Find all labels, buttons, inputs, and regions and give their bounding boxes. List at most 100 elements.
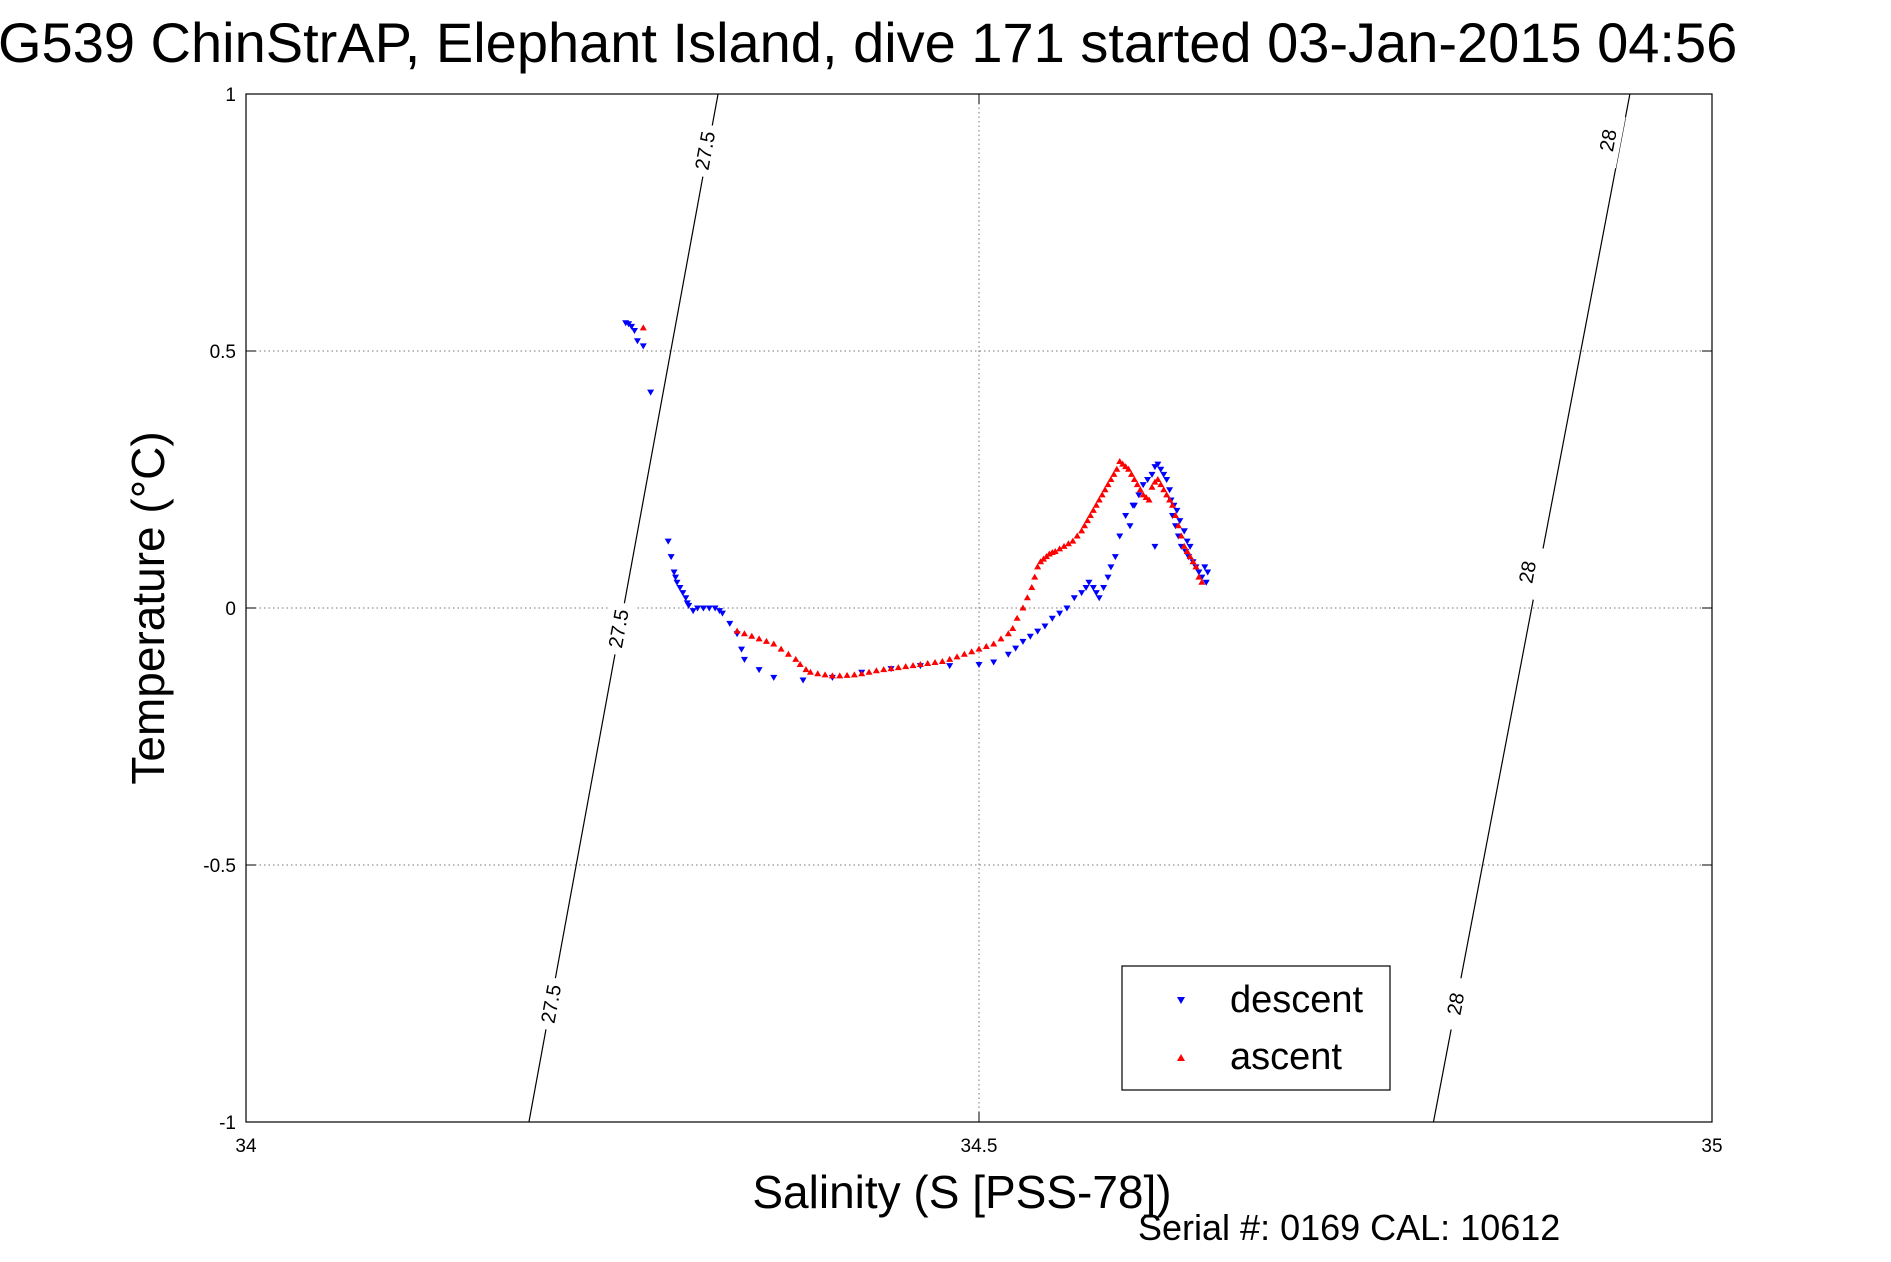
data-point-ascent (1045, 550, 1053, 557)
data-point-ascent (1107, 476, 1115, 482)
data-point-descent (1034, 628, 1042, 635)
data-point-ascent (975, 645, 983, 652)
data-point-ascent (733, 627, 741, 634)
x-tick-label: 34 (235, 1136, 257, 1157)
data-point-descent (1186, 543, 1194, 550)
data-point-descent (1122, 512, 1130, 519)
isopycnal-label-bg (1590, 112, 1626, 169)
data-point-ascent (796, 661, 804, 668)
x-tick-label: 35 (1701, 1136, 1722, 1157)
data-point-descent (1095, 595, 1103, 602)
data-point-ascent (1031, 573, 1039, 580)
data-point-ascent (1060, 542, 1068, 549)
data-point-ascent (887, 665, 895, 672)
data-point-ascent (1142, 493, 1150, 500)
data-point-ascent (880, 666, 888, 673)
data-point-ascent (1078, 527, 1086, 534)
data-point-ascent (1034, 563, 1042, 570)
data-point-descent (628, 323, 636, 330)
data-point-descent (679, 590, 687, 597)
data-point-ascent (1169, 501, 1177, 508)
chart-title: G539 ChinStrAP, Elephant Island, dive 17… (0, 11, 1737, 74)
legend-marker-descent (1177, 997, 1185, 1004)
data-point-ascent (821, 671, 829, 678)
data-point-descent (1100, 584, 1108, 591)
data-point-ascent (894, 664, 902, 671)
data-point-ascent (1189, 558, 1197, 565)
data-point-ascent (806, 668, 814, 675)
data-point-ascent (1110, 470, 1118, 477)
data-point-ascent (1136, 486, 1144, 493)
data-point-ascent (770, 640, 778, 647)
data-point-ascent (1122, 463, 1130, 470)
y-tick-label: 1 (225, 85, 236, 106)
data-point-descent (1126, 523, 1134, 530)
data-point-descent (1148, 471, 1156, 478)
data-point-ascent (762, 637, 770, 644)
isopycnal-label-bg (600, 600, 636, 657)
data-point-descent (699, 605, 707, 612)
data-point-ascent (997, 635, 1005, 642)
data-point-ascent (916, 661, 924, 668)
data-point-descent (1085, 579, 1093, 586)
data-point-descent (718, 610, 726, 617)
data-point-ascent (982, 643, 990, 650)
isopycnal-label: 28 (1444, 991, 1470, 1017)
data-point-ascent (1023, 594, 1031, 601)
data-point-descent (1092, 590, 1100, 597)
data-point-ascent (784, 650, 792, 657)
data-point-ascent (1073, 532, 1081, 539)
data-point-ascent (828, 672, 836, 679)
data-point-ascent (909, 662, 917, 669)
data-point-descent (672, 574, 680, 581)
isopycnal-label-bg (687, 122, 723, 179)
data-point-descent (726, 620, 734, 627)
y-tick-label: 0.5 (210, 342, 236, 363)
data-point-ascent (1133, 481, 1141, 488)
data-point-ascent (1198, 578, 1206, 585)
isopycnal-label: 28 (1515, 559, 1541, 585)
data-point-ascent (755, 635, 763, 642)
grid (246, 94, 1712, 1122)
data-point-descent (1056, 610, 1064, 617)
data-point-ascent (1089, 506, 1097, 513)
data-point-ascent (1081, 522, 1089, 529)
data-point-ascent (1127, 470, 1135, 477)
data-point-ascent (1130, 476, 1138, 482)
data-point-ascent (1154, 476, 1162, 482)
data-point-descent (1160, 471, 1168, 478)
data-point-descent (1163, 477, 1171, 483)
data-point-descent (1116, 533, 1124, 540)
x-axis-label: Salinity (S [PSS-78]) (752, 1166, 1171, 1218)
data-point-descent (1176, 518, 1184, 525)
y-tick-label: -0.5 (203, 856, 236, 877)
data-point-descent (1048, 615, 1056, 622)
data-point-ascent (843, 671, 851, 678)
data-point-ascent (865, 668, 873, 675)
data-point-descent (1202, 579, 1210, 586)
data-point-ascent (858, 670, 866, 677)
y-tick-label: 0 (225, 599, 236, 620)
data-point-ascent (1163, 491, 1171, 498)
data-point-ascent (1183, 547, 1191, 554)
data-point-descent (1004, 651, 1012, 658)
data-point-ascent (740, 630, 748, 637)
series-ascent (639, 324, 1206, 679)
data-point-descent (990, 659, 998, 666)
data-point-ascent (1064, 540, 1072, 547)
data-point-descent (1082, 584, 1090, 591)
isopycnal-label-bg (1509, 544, 1545, 600)
data-point-descent (1144, 477, 1152, 483)
isopycnal-label-bg (533, 975, 569, 1032)
data-point-ascent (1019, 604, 1027, 611)
data-point-ascent (938, 657, 946, 664)
data-point-ascent (946, 655, 954, 662)
data-point-ascent (814, 670, 822, 677)
data-point-ascent (1009, 625, 1017, 632)
data-point-descent (711, 605, 719, 612)
data-point-ascent (1104, 481, 1112, 488)
data-point-descent (1139, 482, 1147, 489)
data-point-descent (1166, 487, 1174, 494)
